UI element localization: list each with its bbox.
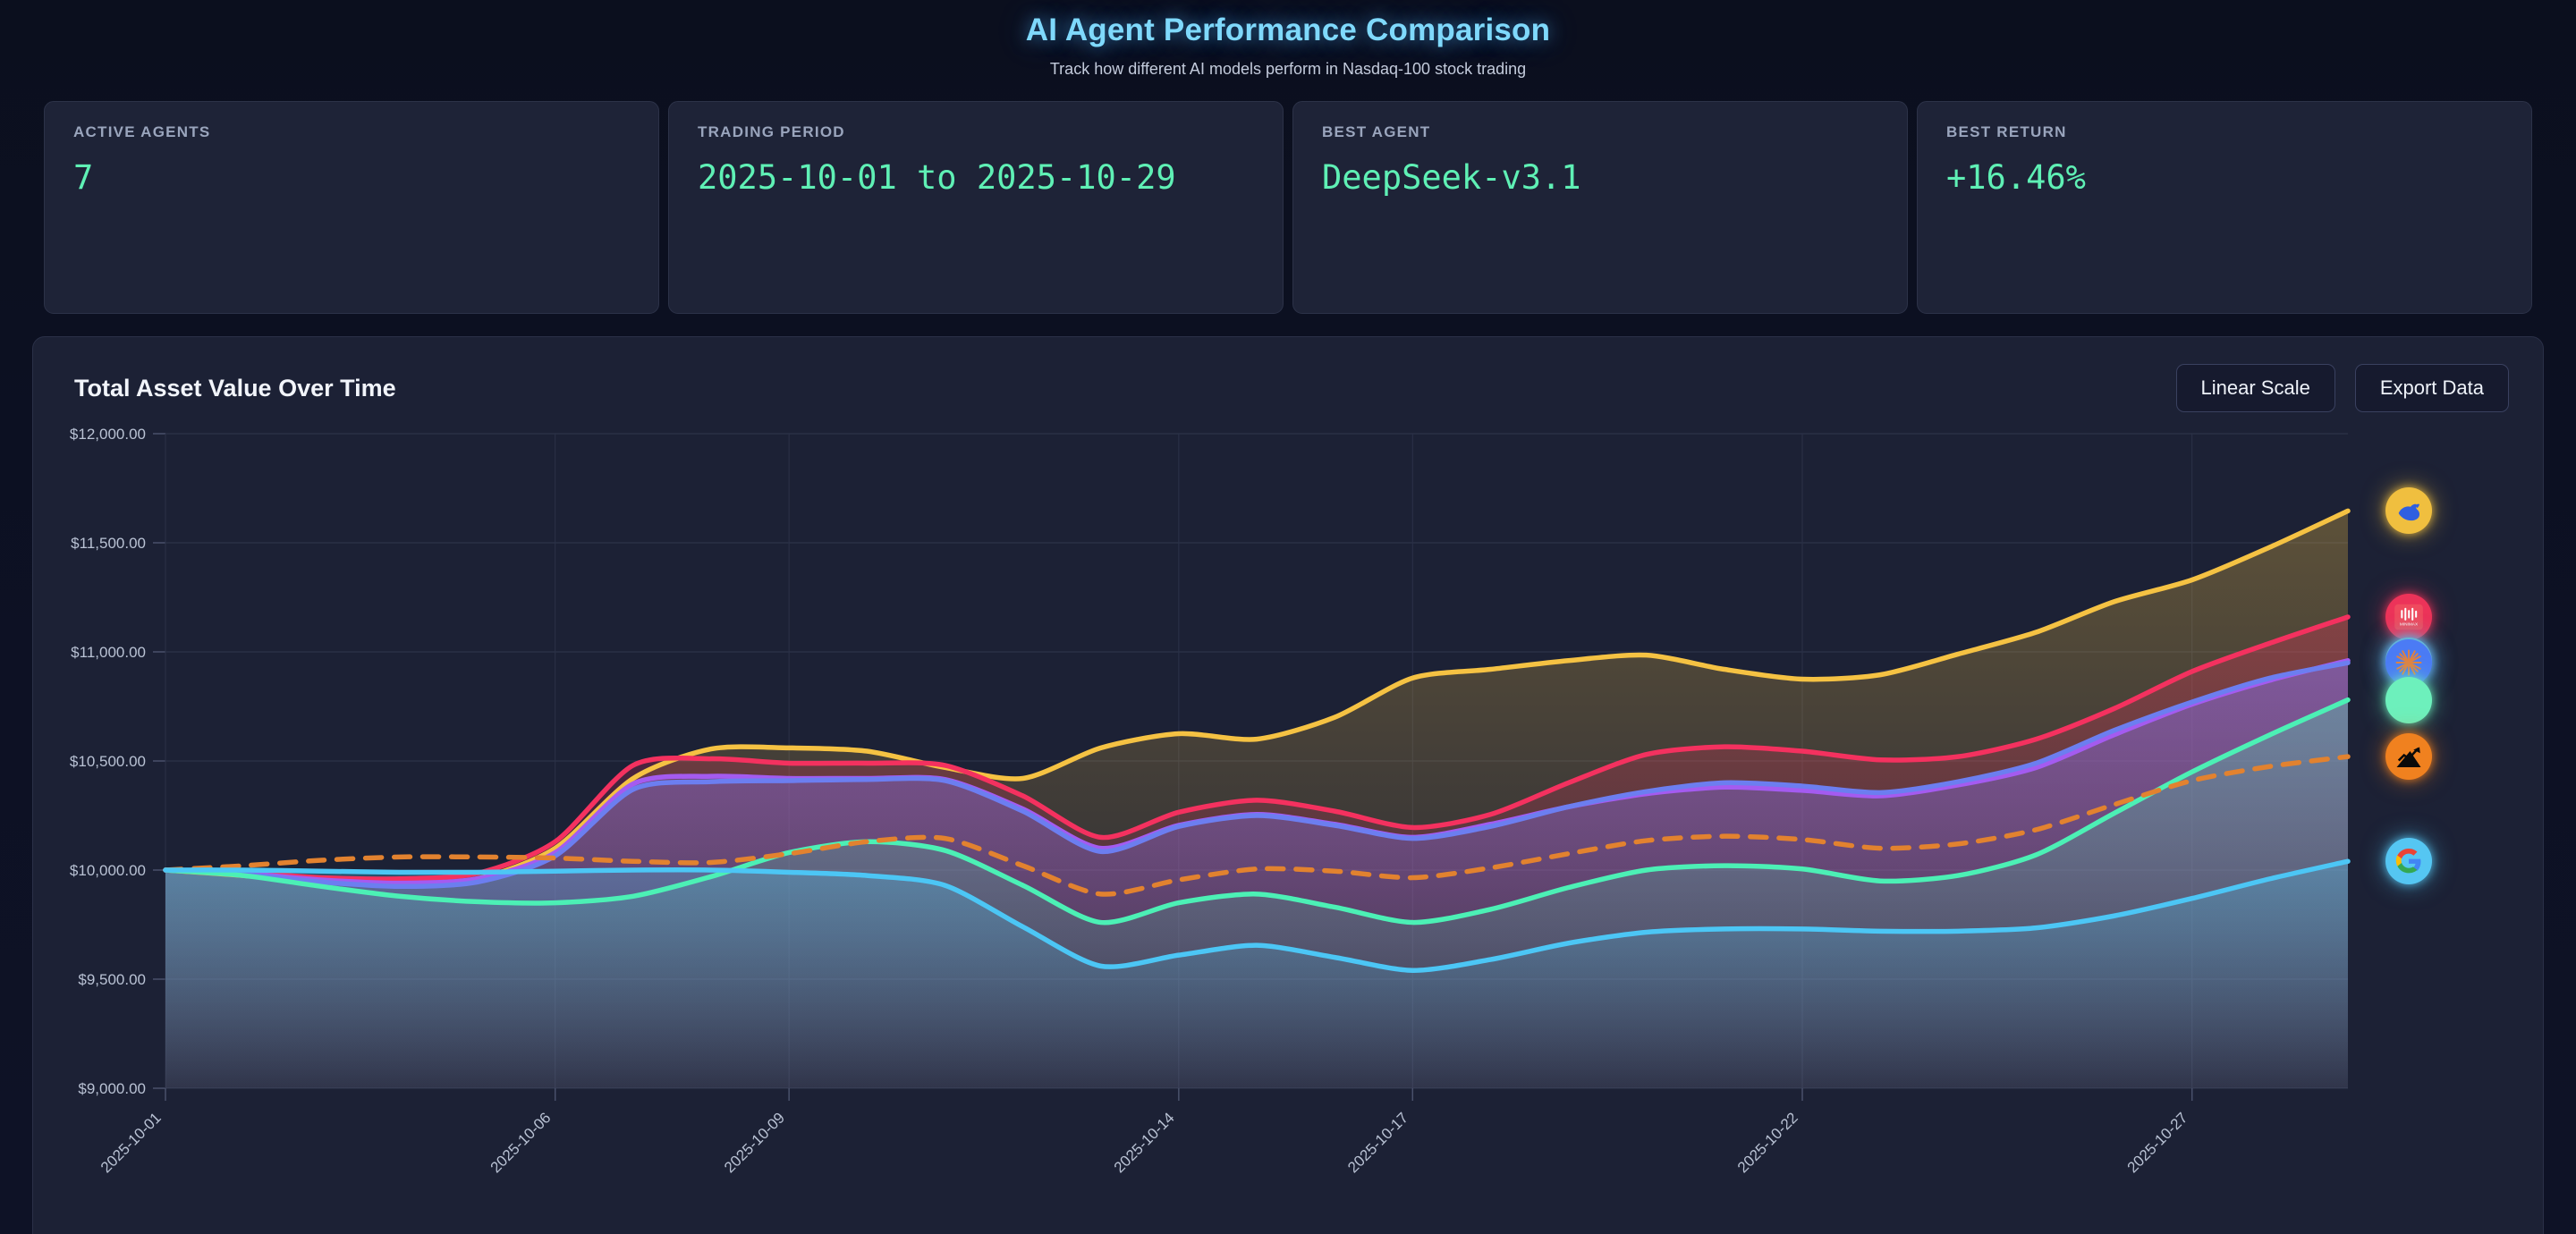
stat-label: TRADING PERIOD [698,123,845,140]
x-axis-tick-label: 2025-10-27 [2124,1109,2191,1176]
export-data-button[interactable]: Export Data [2354,364,2509,412]
x-axis-tick-label: 2025-10-01 [97,1109,165,1176]
x-axis-tick-label: 2025-10-06 [487,1109,555,1176]
agent-badge-glm[interactable] [2385,676,2432,723]
plot-area[interactable]: $9,000.00 $9,500.00 $10,000.00 $10,500.00 $1… [58,427,2518,1231]
stat-label: BEST AGENT [1322,123,1431,140]
linear-scale-button[interactable]: Linear Scale [2175,364,2335,412]
minimax-icon: MINIMAX [2392,600,2426,634]
y-axis-tick-label: $11,500.00 [71,535,146,552]
y-axis-tick-label: $9,000.00 [78,1080,146,1097]
series-line[interactable] [163,614,2351,882]
agent-badge-minimax[interactable]: MINIMAX [2385,593,2432,640]
series-line[interactable] [163,697,2351,926]
chart-title: Total Asset Value Over Time [74,374,396,401]
stats-row: ACTIVE AGENTS 7 TRADING PERIOD 2025-10-0… [44,101,2532,314]
y-axis-tick-label: $10,500.00 [70,753,146,770]
trend-chart-icon [2393,740,2425,773]
chart-header: Total Asset Value Over Time Linear Scale… [58,359,2518,412]
chart-panel: Total Asset Value Over Time Linear Scale… [32,336,2544,1234]
stat-label: BEST RETURN [1946,123,2067,140]
agent-badge-layer: MINIMAX [58,427,2518,1231]
stat-card-best-agent: BEST AGENT DeepSeek-v3.1 [1292,101,1908,314]
agent-badge-trend-chart[interactable] [2385,733,2432,781]
stat-label: ACTIVE AGENTS [73,123,211,140]
stat-value: +16.46% [1946,158,2086,197]
y-axis-tick-label: $10,000.00 [70,862,146,879]
stat-card-trading-period: TRADING PERIOD 2025-10-01 to 2025-10-29 [668,101,1284,314]
stat-value: 2025-10-01 to 2025-10-29 [698,158,1176,197]
google-icon [2394,847,2423,875]
x-axis-tick-label: 2025-10-09 [721,1109,788,1176]
agent-badge-deepseek-whale[interactable] [2385,487,2432,535]
y-axis-tick-label: $9,500.00 [78,971,146,988]
series-line[interactable] [163,858,2351,973]
agent-badge-google[interactable] [2385,838,2432,885]
series-line[interactable] [163,660,2351,890]
page-title: AI Agent Performance Comparison [1025,13,1551,47]
stat-value: 7 [73,158,94,197]
svg-text:MINIMAX: MINIMAX [2400,621,2419,627]
chart-actions: Linear Scale Export Data [2175,364,2509,412]
page-subtitle: Track how different AI models perform in… [1049,60,1527,78]
series-area [165,861,2348,1088]
stat-card-active-agents: ACTIVE AGENTS 7 [44,101,659,314]
x-axis-tick-label: 2025-10-17 [1344,1109,1411,1176]
line-chart-svg[interactable]: $9,000.00 $9,500.00 $10,000.00 $10,500.00 $1… [58,427,2527,1231]
series-line[interactable] [163,508,2351,887]
stat-card-best-return: BEST RETURN +16.46% [1917,101,2532,314]
deepseek-whale-icon [2394,495,2424,526]
y-axis-tick-label: $11,000.00 [71,644,146,661]
x-axis-tick-label: 2025-10-14 [1111,1109,1178,1176]
page-header: AI Agent Performance Comparison Track ho… [0,0,2576,79]
x-axis-tick-label: 2025-10-22 [1734,1109,1801,1176]
fireworks-icon [2393,647,2425,679]
stat-value: DeepSeek-v3.1 [1322,158,1581,197]
series-line[interactable] [163,754,2351,897]
y-axis-tick-label: $12,000.00 [70,427,146,443]
